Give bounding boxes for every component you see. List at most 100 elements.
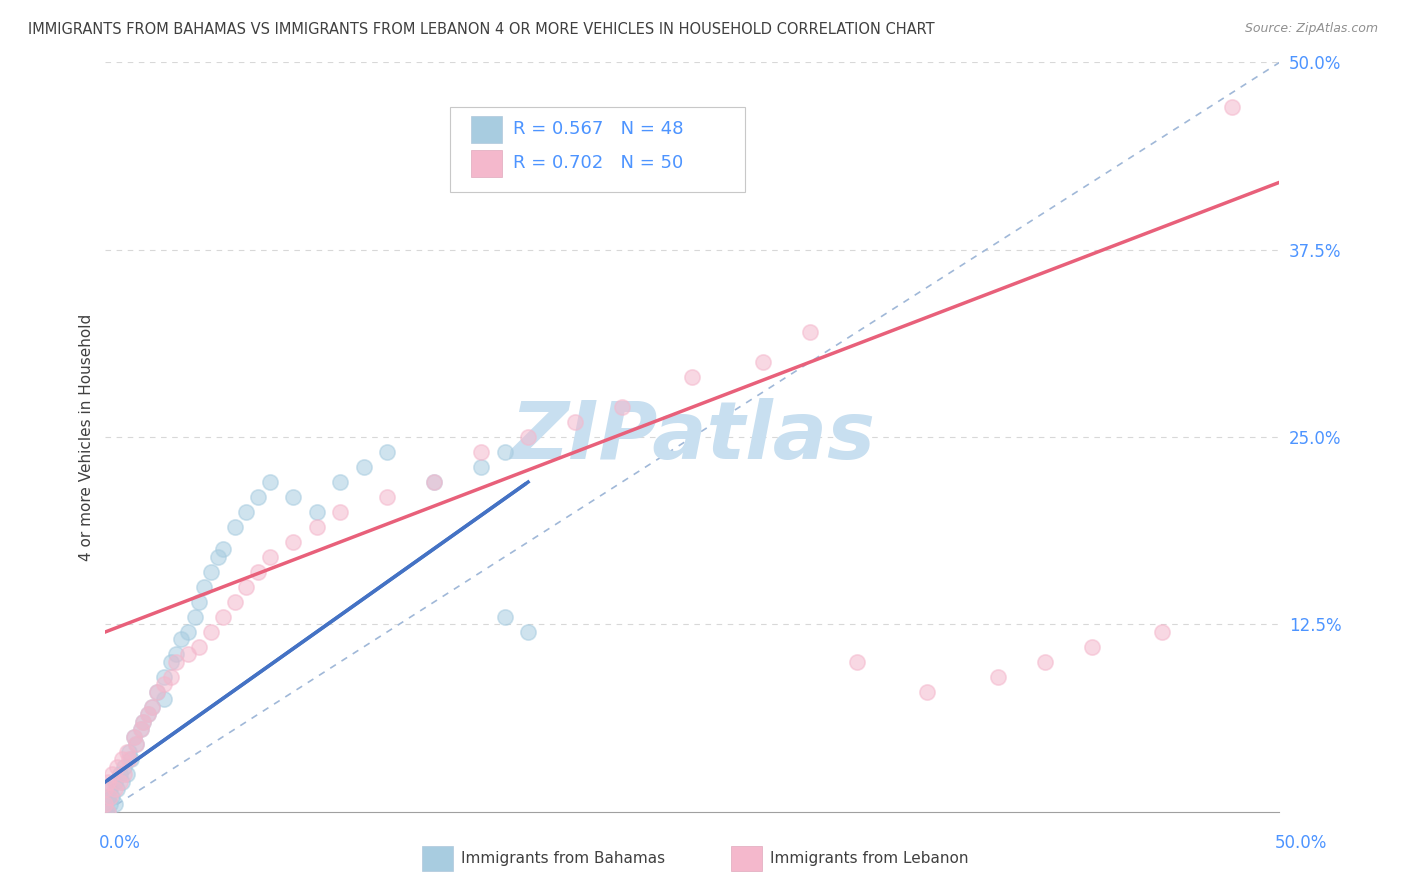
Point [111, 774, 134, 789]
Point [176, 648, 198, 662]
Point [183, 610, 205, 624]
Point [375, 490, 398, 504]
Text: IMMIGRANTS FROM BAHAMAS VS IMMIGRANTS FROM LEBANON 4 OR MORE VEHICLES IN HOUSEHO: IMMIGRANTS FROM BAHAMAS VS IMMIGRANTS FR… [28, 22, 935, 37]
Point [682, 370, 704, 384]
Point [98, 782, 121, 797]
Point [153, 677, 176, 691]
Point [146, 685, 169, 699]
Point [165, 648, 187, 662]
Point [165, 655, 187, 669]
Text: ZIPatlas: ZIPatlas [510, 398, 875, 476]
Point [235, 580, 257, 594]
Point [153, 692, 176, 706]
Point [125, 737, 148, 751]
Point [104, 774, 127, 789]
Point [610, 400, 633, 414]
Point [283, 535, 305, 549]
Point [122, 730, 145, 744]
Point [752, 355, 775, 369]
Point [98, 797, 121, 812]
Point [799, 325, 821, 339]
Point [353, 460, 375, 475]
Point [494, 445, 516, 459]
Point [517, 624, 540, 639]
Point [132, 714, 155, 729]
Point [200, 624, 222, 639]
Point [247, 490, 270, 504]
Point [200, 565, 222, 579]
Point [115, 745, 138, 759]
Point [132, 714, 155, 729]
Point [329, 475, 352, 489]
Point [104, 782, 127, 797]
Point [917, 685, 939, 699]
Point [129, 723, 152, 737]
Point [97, 789, 120, 804]
Point [207, 549, 229, 564]
Point [108, 774, 131, 789]
Point [423, 475, 446, 489]
Point [136, 707, 159, 722]
Point [423, 475, 446, 489]
Point [188, 640, 211, 654]
Point [259, 549, 281, 564]
Point [987, 670, 1010, 684]
Point [160, 670, 183, 684]
Point [193, 580, 215, 594]
Point [247, 565, 270, 579]
Text: Source: ZipAtlas.com: Source: ZipAtlas.com [1244, 22, 1378, 36]
Point [97, 805, 120, 819]
Text: R = 0.567   N = 48: R = 0.567 N = 48 [513, 120, 683, 138]
Point [470, 460, 492, 475]
Point [224, 595, 246, 609]
Text: 50.0%: 50.0% [1274, 834, 1327, 852]
Point [153, 670, 176, 684]
Point [375, 445, 398, 459]
Point [112, 767, 135, 781]
Point [108, 767, 131, 781]
Point [94, 782, 117, 797]
Point [94, 797, 117, 812]
Point [517, 430, 540, 444]
Point [235, 505, 257, 519]
Point [105, 760, 128, 774]
Point [259, 475, 281, 489]
Point [146, 685, 169, 699]
Point [1150, 624, 1173, 639]
Text: R = 0.702   N = 50: R = 0.702 N = 50 [513, 154, 683, 172]
Point [112, 760, 135, 774]
Point [101, 789, 124, 804]
Point [94, 805, 117, 819]
Text: Immigrants from Lebanon: Immigrants from Lebanon [770, 851, 969, 865]
Point [141, 699, 163, 714]
Y-axis label: 4 or more Vehicles in Household: 4 or more Vehicles in Household [79, 313, 94, 561]
Point [283, 490, 305, 504]
Point [129, 723, 152, 737]
Point [98, 789, 121, 804]
Point [118, 752, 141, 766]
Point [211, 542, 233, 557]
Point [1080, 640, 1102, 654]
Point [305, 505, 328, 519]
Point [1222, 100, 1244, 114]
Point [1033, 655, 1056, 669]
Point [115, 767, 138, 781]
Point [176, 624, 198, 639]
Point [329, 505, 352, 519]
Point [111, 752, 134, 766]
Point [97, 774, 120, 789]
Point [224, 520, 246, 534]
Point [125, 737, 148, 751]
Text: 0.0%: 0.0% [98, 834, 141, 852]
Point [211, 610, 233, 624]
Point [122, 730, 145, 744]
Point [470, 445, 492, 459]
Point [845, 655, 868, 669]
Point [160, 655, 183, 669]
Point [120, 752, 142, 766]
Point [564, 415, 586, 429]
Point [101, 767, 124, 781]
Point [104, 797, 127, 812]
Point [494, 610, 516, 624]
Point [136, 707, 159, 722]
